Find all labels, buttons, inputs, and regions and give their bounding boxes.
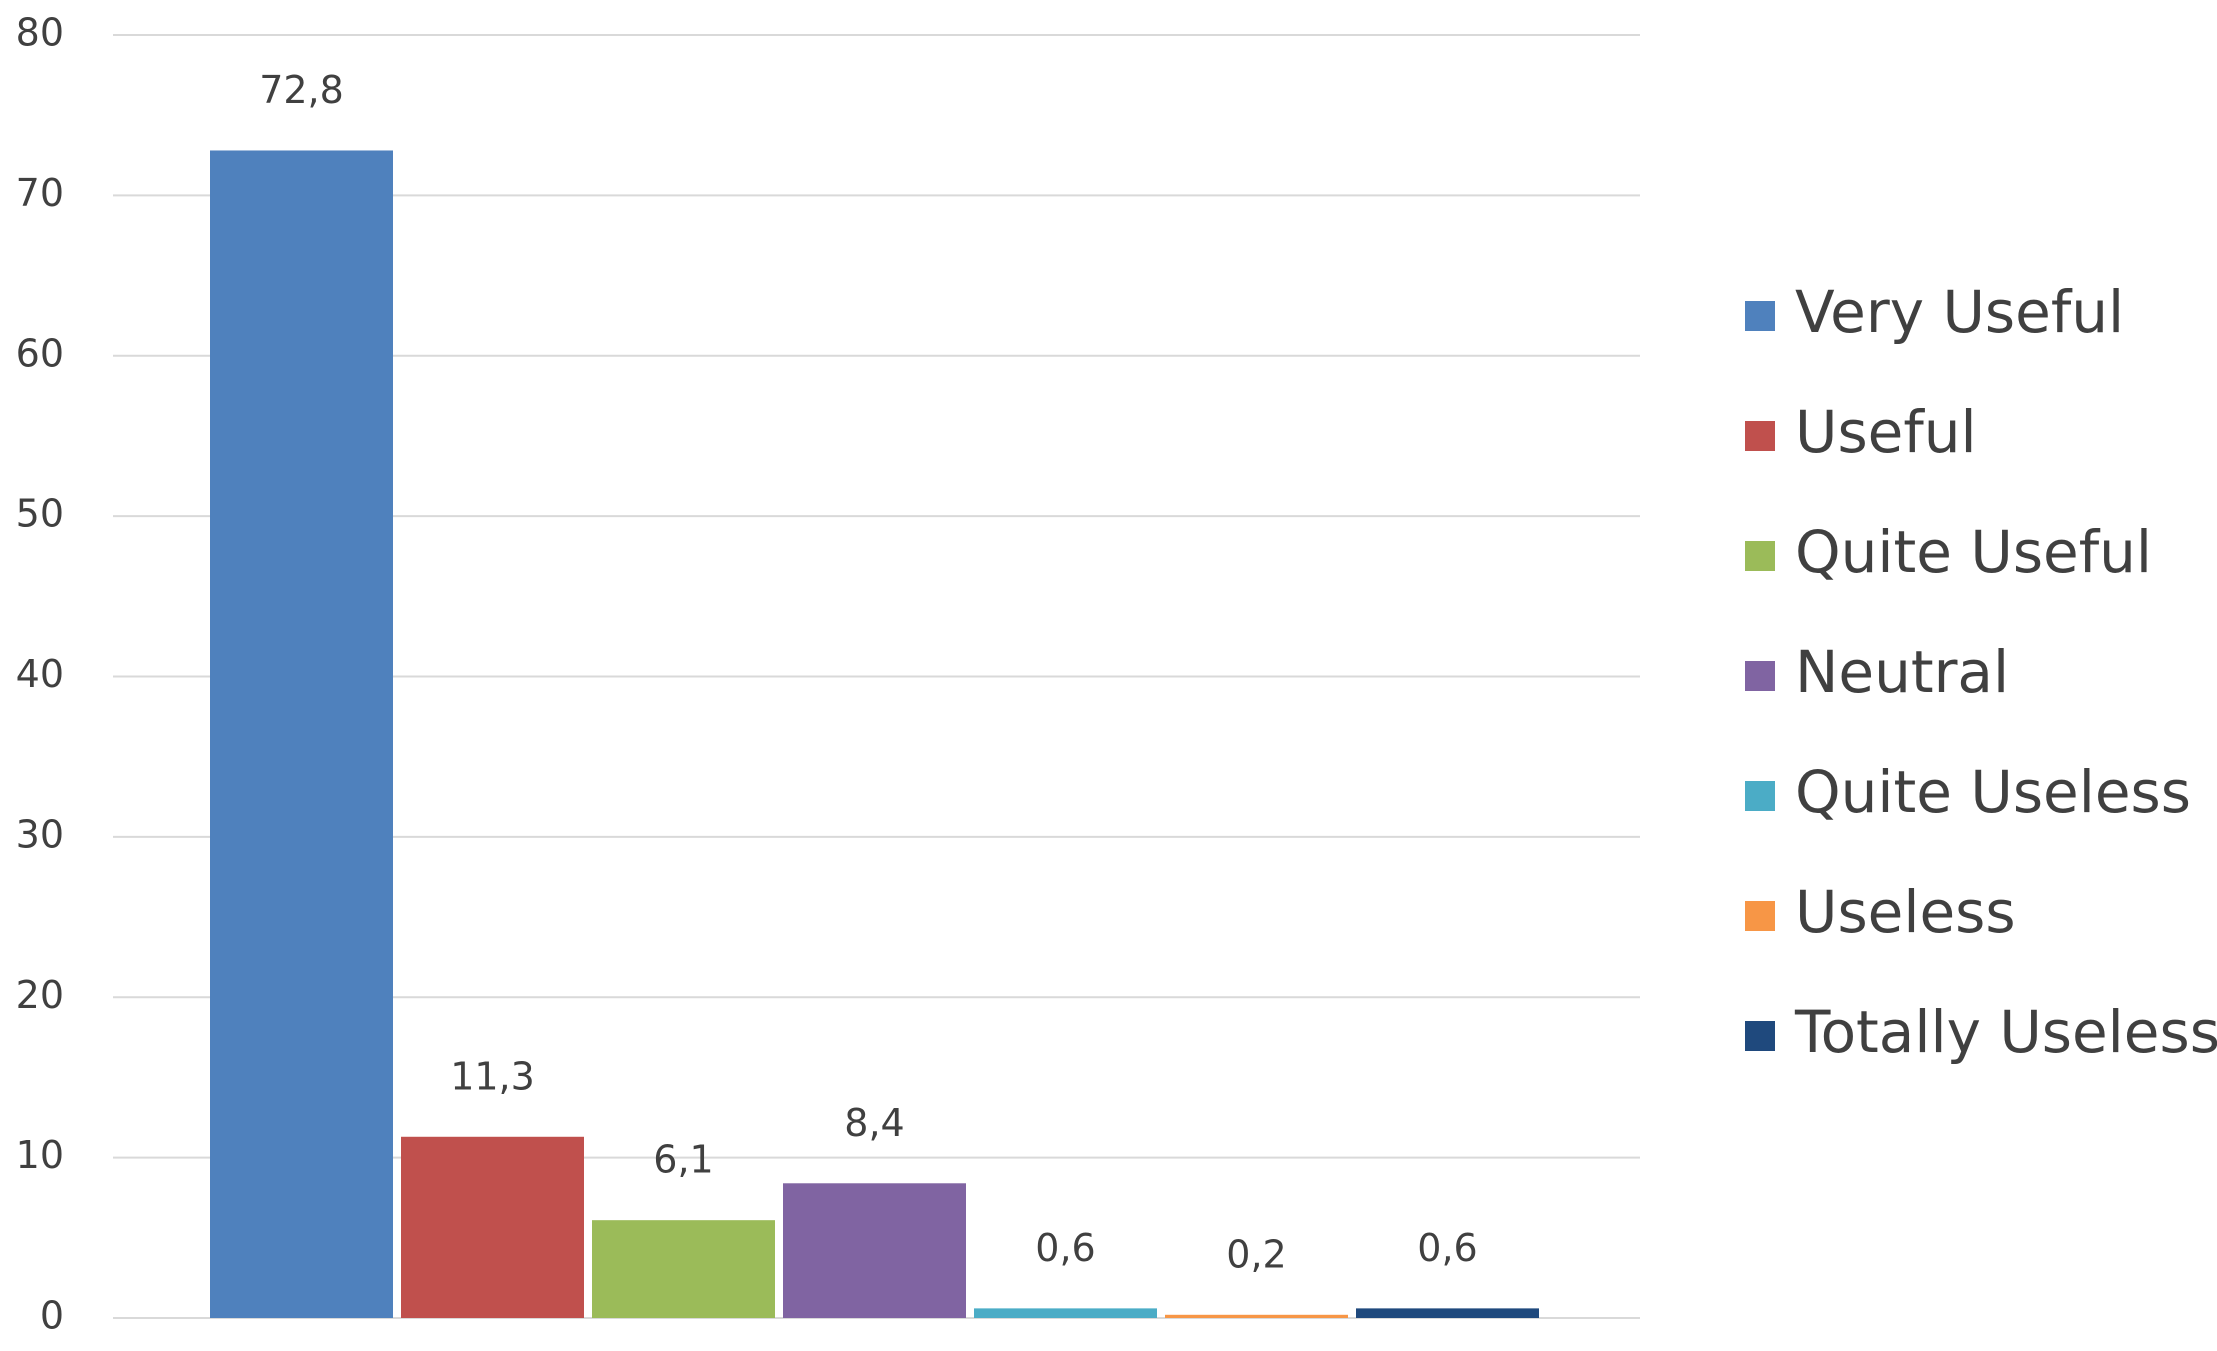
legend-swatch: [1745, 1021, 1775, 1051]
legend-swatch: [1745, 301, 1775, 331]
data-label: 8,4: [844, 1101, 904, 1145]
legend-label: Very Useful: [1795, 278, 2124, 346]
bar: [1165, 1314, 1348, 1318]
legend-label: Quite Useful: [1795, 518, 2152, 586]
legend-swatch: [1745, 541, 1775, 571]
bar: [783, 1183, 966, 1318]
y-tick-label: 0: [40, 1294, 64, 1338]
data-label: 0,6: [1035, 1226, 1095, 1270]
y-tick-label: 80: [16, 11, 64, 55]
y-tick-label: 50: [16, 492, 64, 536]
legend-label: Totally Useless: [1794, 998, 2217, 1066]
legend-swatch: [1745, 661, 1775, 691]
y-tick-label: 60: [16, 331, 64, 375]
bar: [592, 1220, 775, 1318]
legend-label: Useless: [1795, 878, 2016, 946]
y-tick-label: 10: [16, 1133, 64, 1177]
legend-label: Useful: [1795, 398, 1977, 466]
legend-swatch: [1745, 421, 1775, 451]
data-label: 72,8: [259, 68, 344, 112]
y-tick-label: 30: [16, 812, 64, 856]
data-label: 0,6: [1417, 1226, 1477, 1270]
data-label: 6,1: [653, 1138, 713, 1182]
bar: [401, 1136, 584, 1318]
data-label: 11,3: [450, 1054, 535, 1098]
legend-swatch: [1745, 781, 1775, 811]
legend-label: Quite Useless: [1795, 758, 2191, 826]
data-label: 0,2: [1226, 1232, 1286, 1276]
bar: [210, 150, 393, 1319]
legend-label: Neutral: [1795, 638, 2009, 706]
y-tick-label: 40: [16, 652, 64, 696]
legend-swatch: [1745, 901, 1775, 931]
y-tick-label: 70: [16, 171, 64, 215]
bar: [974, 1308, 1157, 1318]
y-tick-label: 20: [16, 973, 64, 1017]
bar: [1356, 1308, 1539, 1318]
